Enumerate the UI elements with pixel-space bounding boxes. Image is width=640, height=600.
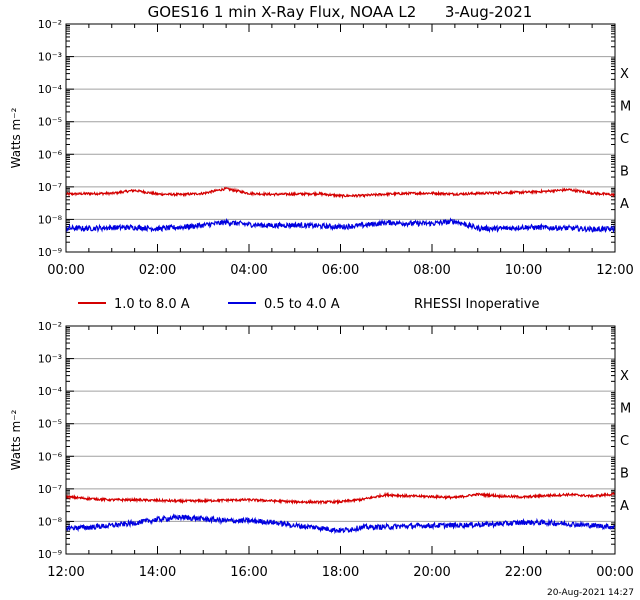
legend-label-long: 1.0 to 8.0 A — [114, 297, 190, 312]
y-axis-label: Watts m⁻² — [9, 409, 23, 470]
x-tick-label: 10:00 — [505, 263, 542, 278]
chart-title: GOES16 1 min X-Ray Flux, NOAA L2 3-Aug-2… — [148, 3, 533, 21]
flare-class-label: B — [620, 467, 629, 482]
flare-class-label: C — [620, 434, 629, 449]
x-tick-label: 12:00 — [47, 565, 84, 580]
top-panel: 10⁻⁹ 10⁻⁸ 10⁻⁷ 10⁻⁶ 10⁻⁵ 10⁻⁴ 10⁻³ 10⁻² A B C M X 00:… — [9, 18, 634, 278]
rhessi-note: RHESSI Inoperative — [414, 297, 539, 312]
bottom-panel: 10⁻⁹ 10⁻⁸ 10⁻⁷ 10⁻⁶ 10⁻⁵ 10⁻⁴ 10⁻³ 10⁻² A B C M X 12:… — [9, 320, 634, 580]
y-tick-label: 10⁻⁶ — [38, 148, 63, 161]
y-axis-label: Watts m⁻² — [9, 107, 23, 168]
flare-class-label: A — [620, 197, 629, 212]
x-tick-label: 08:00 — [413, 263, 450, 278]
y-tick-label: 10⁻⁵ — [38, 116, 62, 129]
y-tick-label: 10⁻⁸ — [38, 213, 63, 226]
flare-class-label: X — [620, 369, 629, 384]
y-tick-label: 10⁻⁵ — [38, 418, 62, 431]
series-line-long — [65, 491, 616, 506]
x-tick-label: 06:00 — [322, 263, 359, 278]
legend: 1.0 to 8.0 A 0.5 to 4.0 A RHESSI Inopera… — [78, 297, 539, 312]
x-tick-label: 20:00 — [413, 565, 450, 580]
x-tick-label: 12:00 — [596, 263, 633, 278]
flare-class-label: X — [620, 67, 629, 82]
plot-frame — [65, 325, 616, 555]
series-line-short — [65, 217, 616, 234]
y-tick-label: 10⁻³ — [38, 353, 62, 366]
flare-class-label: M — [620, 99, 631, 114]
x-tick-label: 18:00 — [322, 565, 359, 580]
x-tick-label: 00:00 — [596, 565, 633, 580]
plot-frame — [65, 23, 616, 253]
x-tick-label: 00:00 — [47, 263, 84, 278]
y-tick-label: 10⁻⁷ — [38, 181, 62, 194]
footer-timestamp: 20-Aug-2021 14:27 — [547, 588, 634, 598]
y-tick-label: 10⁻⁶ — [38, 450, 63, 463]
y-tick-label: 10⁻⁸ — [38, 515, 63, 528]
y-tick-label: 10⁻³ — [38, 51, 62, 64]
x-tick-label: 16:00 — [230, 565, 267, 580]
series-line-short — [65, 513, 616, 535]
y-tick-label: 10⁻⁷ — [38, 483, 62, 496]
x-tick-label: 02:00 — [139, 263, 176, 278]
y-tick-label: 10⁻⁹ — [38, 548, 62, 561]
y-tick-label: 10⁻⁴ — [38, 385, 63, 398]
flare-class-label: A — [620, 499, 629, 514]
y-tick-label: 10⁻⁹ — [38, 246, 62, 259]
legend-label-short: 0.5 to 4.0 A — [264, 297, 340, 312]
x-tick-label: 04:00 — [230, 263, 267, 278]
y-tick-label: 10⁻⁴ — [38, 83, 63, 96]
flare-class-label: C — [620, 132, 629, 147]
flare-class-label: B — [620, 165, 629, 180]
flare-class-label: M — [620, 401, 631, 416]
series-line-long — [65, 186, 616, 200]
y-tick-label: 10⁻² — [38, 18, 62, 31]
x-tick-label: 14:00 — [139, 565, 176, 580]
y-tick-label: 10⁻² — [38, 320, 62, 333]
x-tick-label: 22:00 — [505, 565, 542, 580]
